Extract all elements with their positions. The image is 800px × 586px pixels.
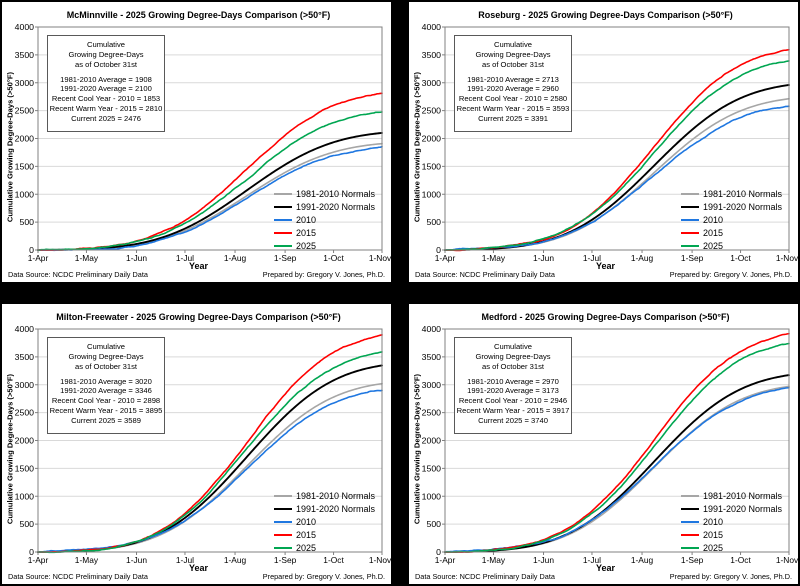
svg-text:4000: 4000 [15,22,34,32]
svg-text:3000: 3000 [422,78,441,88]
svg-text:1500: 1500 [422,161,441,171]
svg-text:3000: 3000 [15,380,34,390]
svg-text:1000: 1000 [422,491,441,501]
svg-text:3500: 3500 [422,352,441,362]
svg-text:3000: 3000 [15,78,34,88]
svg-text:1000: 1000 [15,189,34,199]
svg-text:1500: 1500 [15,463,34,473]
svg-text:1500: 1500 [422,463,441,473]
svg-text:2500: 2500 [15,106,34,116]
svg-text:500: 500 [427,519,442,529]
svg-text:2000: 2000 [15,134,34,144]
svg-text:2000: 2000 [422,134,441,144]
svg-text:3500: 3500 [15,50,34,60]
svg-text:3000: 3000 [422,380,441,390]
svg-text:1000: 1000 [422,189,441,199]
svg-text:2500: 2500 [422,408,441,418]
svg-text:500: 500 [20,217,35,227]
svg-text:4000: 4000 [422,22,441,32]
svg-text:2500: 2500 [422,106,441,116]
svg-text:500: 500 [20,519,35,529]
svg-text:3500: 3500 [422,50,441,60]
svg-text:4000: 4000 [422,324,441,334]
svg-text:1000: 1000 [15,491,34,501]
svg-text:2000: 2000 [15,436,34,446]
svg-text:2000: 2000 [422,436,441,446]
svg-text:2500: 2500 [15,408,34,418]
svg-text:1500: 1500 [15,161,34,171]
svg-text:500: 500 [427,217,442,227]
svg-text:4000: 4000 [15,324,34,334]
svg-text:3500: 3500 [15,352,34,362]
